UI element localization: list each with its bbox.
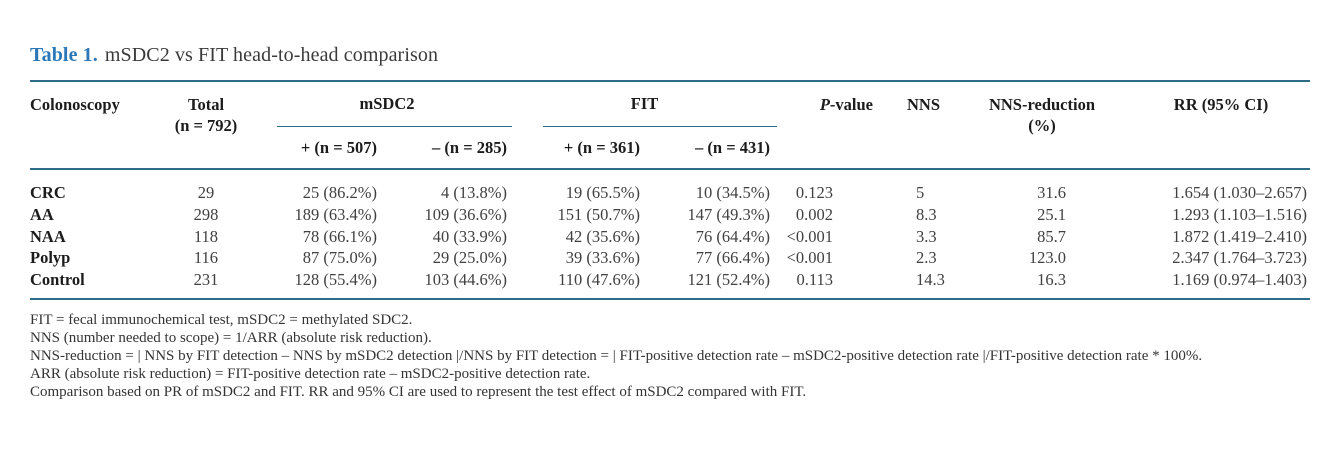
row-label-aa: AA bbox=[30, 204, 54, 224]
cell-polyp-msdc2-positive: 87 (75.0%) bbox=[302, 248, 377, 268]
cell-naa-msdc2-positive: 78 (66.1%) bbox=[302, 226, 377, 246]
header-p-value: P-value bbox=[819, 95, 873, 114]
cell-control-msdc2-negative: 103 (44.6%) bbox=[424, 270, 507, 290]
row-label-control: Control bbox=[30, 270, 85, 290]
subheader-fit-positive: + (n = 361) bbox=[563, 138, 640, 157]
cell-aa-p-value: 0.002 bbox=[795, 204, 833, 224]
cell-control-nns: 14.3 bbox=[916, 270, 945, 290]
footnote-nns-reduction-definition: NNS-reduction = | NNS by FIT detection –… bbox=[30, 347, 1203, 364]
cell-crc-fit-positive: 19 (65.5%) bbox=[565, 183, 640, 202]
header-nns-reduction: NNS-reduction (%) bbox=[952, 82, 1112, 168]
cell-naa-fit-positive: 42 (35.6%) bbox=[565, 226, 640, 246]
cell-polyp-msdc2-negative: 29 (25.0%) bbox=[432, 248, 507, 268]
cell-aa-fit-negative: 147 (49.3%) bbox=[687, 204, 770, 224]
table-footnotes: FIT = fecal immunochemical test, mSDC2 =… bbox=[30, 311, 1312, 401]
footnote-arr-definition: ARR (absolute risk reduction) = FIT-posi… bbox=[30, 365, 591, 382]
cell-control-p-value: 0.113 bbox=[796, 270, 833, 290]
row-label-crc: CRC bbox=[30, 183, 66, 202]
table-title-text: mSDC2 vs FIT head-to-head comparison bbox=[104, 44, 439, 66]
cell-polyp-total: 116 bbox=[193, 248, 219, 268]
cell-control-fit-positive: 110 (47.6%) bbox=[558, 270, 640, 290]
group-header-fit-label: FIT bbox=[630, 94, 659, 113]
table-title-label: Table 1. bbox=[30, 44, 98, 66]
cell-polyp-fit-negative: 77 (66.4%) bbox=[695, 248, 770, 268]
subheader-msdc2-positive: + (n = 507) bbox=[300, 138, 377, 157]
cell-crc-total: 29 bbox=[197, 183, 215, 202]
group-header-msdc2-label: mSDC2 bbox=[359, 94, 415, 113]
cell-crc-msdc2-negative: 4 (13.8%) bbox=[441, 183, 507, 202]
cell-crc-rr: 1.654 (1.030–2.657) bbox=[1172, 183, 1307, 202]
cell-naa-nns-reduction: 85.7 bbox=[1037, 226, 1066, 246]
cell-crc-p-value: 0.123 bbox=[795, 183, 833, 202]
header-nns-reduction-line2: (%) bbox=[1028, 116, 1056, 135]
header-total-line1: Total bbox=[187, 95, 225, 114]
header-total-line2: (n = 792) bbox=[174, 116, 238, 135]
cell-naa-msdc2-negative: 40 (33.9%) bbox=[432, 226, 507, 246]
cell-aa-nns-reduction: 25.1 bbox=[1037, 204, 1066, 224]
cell-naa-p-value: <0.001 bbox=[786, 226, 833, 246]
cell-crc-nns: 5 bbox=[916, 183, 925, 202]
header-nns: NNS bbox=[907, 95, 941, 114]
cell-aa-msdc2-negative: 109 (36.6%) bbox=[424, 204, 507, 224]
header-colonoscopy: Colonoscopy bbox=[30, 95, 120, 114]
cell-aa-fit-positive: 151 (50.7%) bbox=[557, 204, 640, 224]
group-header-fit: FIT bbox=[512, 82, 777, 127]
table-title: Table 1. mSDC2 vs FIT head-to-head compar… bbox=[30, 44, 1310, 66]
cell-aa-msdc2-positive: 189 (63.4%) bbox=[294, 204, 377, 224]
header-total: Total (n = 792) bbox=[150, 82, 262, 168]
cell-polyp-fit-positive: 39 (33.6%) bbox=[565, 248, 640, 268]
footnote-abbreviations: FIT = fecal immunochemical test, mSDC2 =… bbox=[30, 311, 413, 328]
subheader-fit-negative: – (n = 431) bbox=[695, 138, 770, 157]
table-body: CRC 29 25 (86.2%) 4 (13.8%) 19 (65.5%) 1… bbox=[30, 170, 1310, 300]
group-header-msdc2: mSDC2 bbox=[262, 82, 512, 127]
footnote-comparison-note: Comparison based on PR of mSDC2 and FIT.… bbox=[30, 383, 807, 400]
group-rule-fit bbox=[543, 126, 777, 127]
cell-control-rr: 1.169 (0.974–1.403) bbox=[1172, 270, 1307, 290]
cell-polyp-nns-reduction: 123.0 bbox=[1028, 248, 1066, 268]
footnote-nns-definition: NNS (number needed to scope) = 1/ARR (ab… bbox=[30, 329, 432, 346]
cell-crc-msdc2-positive: 25 (86.2%) bbox=[302, 183, 377, 202]
cell-naa-fit-negative: 76 (64.4%) bbox=[695, 226, 770, 246]
cell-aa-rr: 1.293 (1.103–1.516) bbox=[1172, 204, 1307, 224]
header-rr: RR (95% CI) bbox=[1173, 95, 1269, 114]
cell-aa-total: 298 bbox=[193, 204, 219, 224]
table-header: Colonoscopy Total (n = 792) mSDC2 FIT P-… bbox=[30, 80, 1310, 170]
cell-control-fit-negative: 121 (52.4%) bbox=[687, 270, 770, 290]
cell-aa-nns: 8.3 bbox=[916, 204, 937, 224]
cell-naa-total: 118 bbox=[193, 226, 219, 246]
cell-crc-nns-reduction: 31.6 bbox=[1037, 183, 1066, 202]
group-rule-msdc2 bbox=[277, 126, 512, 127]
cell-naa-rr: 1.872 (1.419–2.410) bbox=[1172, 226, 1307, 246]
cell-naa-nns: 3.3 bbox=[916, 226, 937, 246]
row-label-naa: NAA bbox=[30, 226, 66, 246]
subheader-msdc2-negative: – (n = 285) bbox=[432, 138, 507, 157]
header-nns-reduction-line1: NNS-reduction bbox=[988, 95, 1096, 114]
cell-polyp-p-value: <0.001 bbox=[786, 248, 833, 268]
cell-polyp-nns: 2.3 bbox=[916, 248, 937, 268]
cell-polyp-rr: 2.347 (1.764–3.723) bbox=[1172, 248, 1307, 268]
cell-control-nns-reduction: 16.3 bbox=[1037, 270, 1066, 290]
cell-control-total: 231 bbox=[193, 270, 219, 290]
cell-control-msdc2-positive: 128 (55.4%) bbox=[294, 270, 377, 290]
cell-crc-fit-negative: 10 (34.5%) bbox=[695, 183, 770, 202]
row-label-polyp: Polyp bbox=[30, 248, 71, 268]
